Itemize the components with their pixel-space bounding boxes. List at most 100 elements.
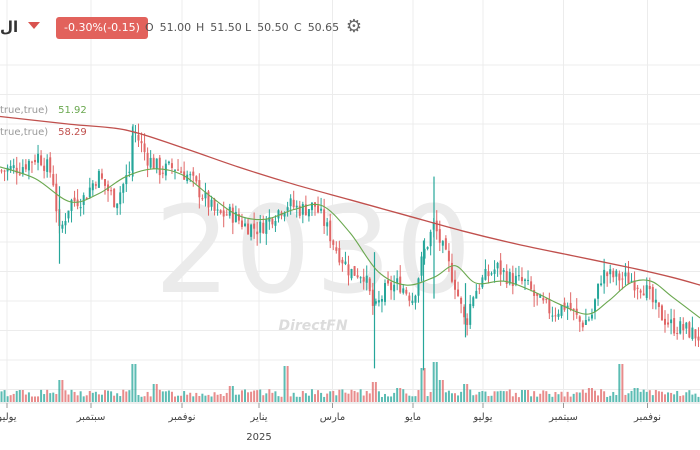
candle-body — [301, 204, 304, 215]
candle-body — [167, 161, 170, 164]
volume-bar — [79, 391, 82, 402]
volume-bar — [207, 394, 210, 402]
candle-body — [423, 248, 426, 259]
volume-bar — [569, 396, 572, 402]
volume-bar — [304, 393, 307, 402]
candle-body — [554, 315, 557, 317]
candle-body — [627, 272, 630, 284]
candle-body — [414, 295, 417, 303]
candle-body — [231, 207, 234, 223]
candle-body — [664, 318, 666, 325]
volume-bar — [539, 393, 542, 402]
volume-bar — [645, 391, 648, 402]
volume-bar — [563, 396, 566, 402]
volume-bar — [262, 395, 265, 402]
volume-bar — [581, 389, 584, 402]
volume-bar — [396, 388, 399, 402]
candle-body — [545, 298, 548, 300]
candle-body — [347, 264, 350, 276]
candle-body — [597, 283, 600, 299]
volume-bar — [387, 396, 390, 402]
volume-bar — [30, 396, 33, 402]
candle-body — [234, 211, 237, 223]
symbol-name[interactable]: ال — [0, 18, 19, 36]
candle-body — [295, 205, 298, 208]
candle-body — [493, 269, 496, 274]
moving-average-long-line — [0, 115, 700, 286]
legend-ma-short: true,true) 51.92 — [0, 105, 87, 116]
volume-bar — [49, 393, 52, 402]
volume-bar — [323, 396, 326, 402]
volume-bar — [195, 392, 198, 402]
candle-body — [514, 275, 517, 285]
chevron-down-icon[interactable] — [28, 22, 40, 29]
candle-body — [335, 247, 338, 251]
candle-body — [648, 285, 651, 290]
candle-body — [469, 303, 472, 325]
volume-bar — [0, 391, 3, 402]
candle-body — [478, 288, 481, 290]
candle-body — [450, 262, 453, 282]
candle-body — [289, 198, 292, 207]
candle-body — [691, 327, 694, 339]
candle-body — [457, 289, 460, 296]
candle-body — [219, 210, 222, 213]
ohlc-close-key: C — [294, 21, 302, 34]
volume-bar — [170, 391, 173, 402]
volume-bar — [560, 391, 563, 402]
volume-bar — [131, 364, 134, 402]
candle-body — [338, 248, 341, 263]
volume-bar — [481, 391, 484, 402]
candle-body — [85, 197, 88, 200]
candle-body — [323, 209, 326, 226]
candle-body — [441, 241, 444, 246]
volume-bar — [247, 392, 250, 402]
volume-bar — [575, 392, 578, 402]
candle-body — [618, 273, 621, 281]
volume-bar — [271, 392, 274, 402]
volume-bar — [61, 380, 64, 402]
volume-bar — [639, 391, 642, 402]
volume-bar — [667, 392, 670, 402]
candle-body — [390, 282, 393, 291]
candle-body — [24, 164, 27, 170]
moving-average-short-line — [0, 166, 700, 319]
candle-body — [128, 171, 131, 173]
volume-bar — [85, 395, 88, 402]
volume-bar — [688, 390, 691, 402]
volume-bar — [380, 396, 383, 402]
candle-body — [524, 279, 526, 281]
candle-body — [104, 179, 106, 186]
volume-bar — [158, 389, 161, 402]
volume-bar — [164, 391, 167, 402]
volume-bar — [475, 394, 478, 402]
candle-body — [633, 280, 636, 291]
volume-bar — [499, 390, 502, 402]
candle-body — [152, 157, 155, 169]
gear-icon[interactable]: ⚙ — [345, 16, 363, 37]
candle-body — [639, 290, 642, 293]
volume-bar — [286, 366, 289, 402]
candle-body — [460, 297, 463, 304]
volume-bar — [177, 395, 180, 402]
volume-bar — [216, 394, 219, 402]
volume-bar — [317, 390, 320, 402]
volume-bar — [88, 390, 91, 402]
volume-bar — [73, 391, 76, 402]
candle-body — [137, 134, 140, 141]
volume-bar — [113, 395, 116, 402]
candle-body — [250, 224, 253, 237]
ohlc-open-key: O — [145, 21, 154, 34]
volume-bar — [67, 394, 70, 402]
volume-bar — [630, 390, 633, 402]
volume-bar — [228, 386, 231, 402]
volume-bar — [551, 396, 554, 402]
volume-bar — [572, 393, 575, 402]
candle-body — [594, 299, 596, 313]
volume-bar — [347, 393, 350, 402]
candle-body — [3, 170, 6, 172]
volume-bar — [122, 389, 125, 402]
volume-bar — [119, 396, 122, 402]
